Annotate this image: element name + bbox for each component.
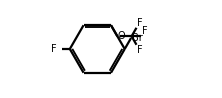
Text: Br: Br [132, 33, 142, 43]
Text: F: F [137, 18, 143, 28]
Text: F: F [51, 44, 57, 54]
Text: F: F [137, 45, 143, 55]
Text: F: F [142, 26, 147, 36]
Text: O: O [118, 31, 125, 41]
